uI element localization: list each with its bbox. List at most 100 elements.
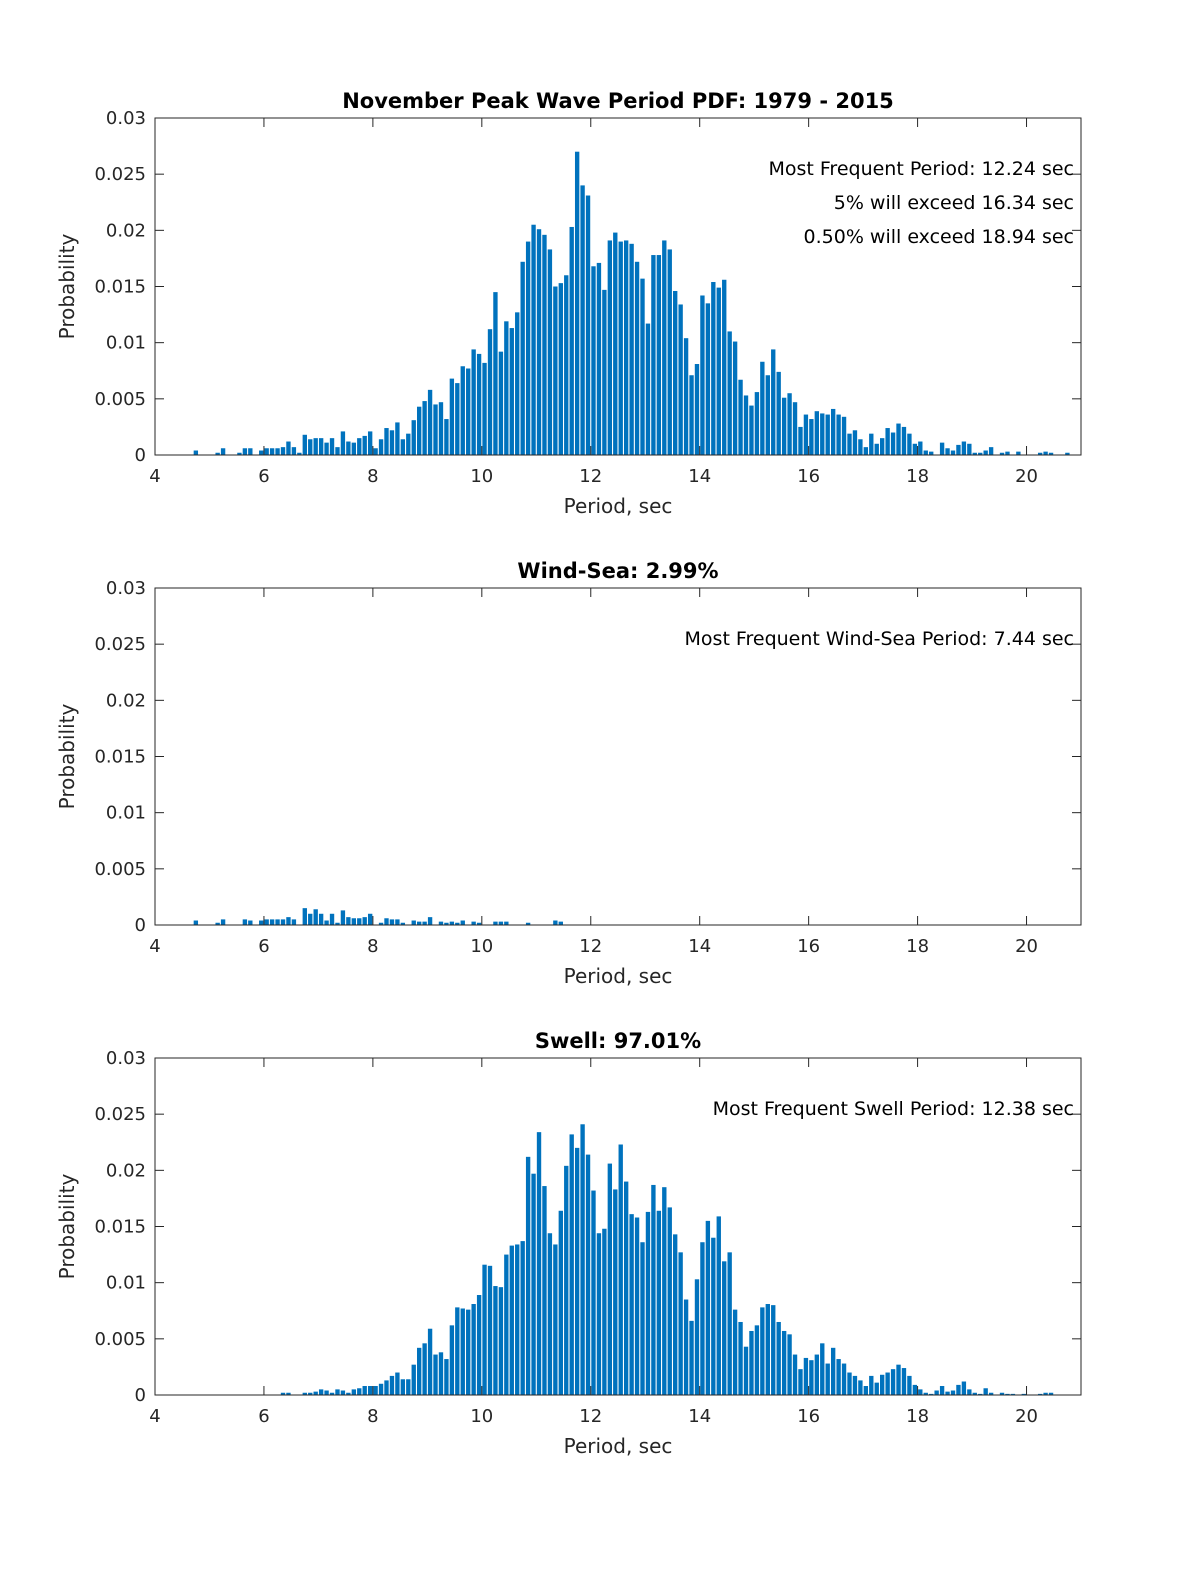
bar [302,434,307,455]
bar [694,1279,700,1395]
bar [286,1392,291,1395]
chart-panel-1: 4 6 8 10 12 14 16 18 20 0 0.005 0.01 0.015 0.02 0.025 0… [55,89,1082,518]
bar [242,919,248,925]
bar [487,329,493,455]
bar [656,255,662,455]
bar [280,919,286,925]
bar [923,1392,928,1395]
bar [318,913,324,925]
bar [640,278,645,455]
bar [890,432,896,455]
bar [422,921,427,925]
bar [318,438,324,455]
bar [297,452,302,455]
bar [466,368,471,455]
bar [1043,1392,1048,1395]
bar [302,908,307,925]
bar [923,450,928,455]
y-tick-label: 0.02 [106,1160,146,1181]
bar [455,922,460,925]
bar [814,1354,819,1395]
bar [1065,452,1070,455]
bar [803,1357,809,1395]
bar [869,433,874,455]
bar [618,241,623,455]
bar [907,1375,912,1395]
bar [700,1242,705,1395]
bar [896,423,901,455]
bar [711,1237,716,1395]
bar [389,919,395,925]
bar [553,1244,558,1395]
x-tick-label: 16 [797,466,820,487]
bar [950,1390,956,1395]
bar [722,279,727,455]
plot-area [155,588,1081,925]
bar [286,441,291,455]
bar [781,397,787,455]
x-tick-label: 8 [367,1406,378,1427]
bar [455,1307,460,1395]
bar [498,921,504,925]
bar [836,414,841,455]
x-tick-label: 20 [1015,466,1038,487]
x-tick-label: 20 [1015,1406,1038,1427]
bar [809,1360,814,1395]
bar [308,439,313,455]
bar [792,402,798,455]
x-axis-label: Period, sec [564,964,673,988]
bar [493,921,498,925]
bar [863,1386,869,1395]
bar [858,1380,863,1395]
bar [602,1228,607,1395]
bar [727,1252,732,1395]
bar [269,919,275,925]
bar [956,1384,961,1395]
bar [476,1295,482,1395]
bar [705,1220,711,1395]
bar [722,1261,727,1395]
bar [525,1156,531,1395]
bar [280,1392,286,1395]
bar [444,419,449,455]
bar [749,405,754,455]
bar [444,1359,449,1395]
chart-title: Wind-Sea: 2.99% [517,559,718,583]
bar [275,448,280,455]
bar [667,249,672,455]
bar [662,240,667,455]
bar [574,1147,580,1395]
bar [623,240,629,455]
bar [324,920,329,925]
bar [814,411,819,455]
bar [673,290,678,455]
bar [411,920,416,925]
bar [536,1132,542,1395]
bar [553,286,558,455]
annotation: Most Frequent Swell Period: 12.38 sec [713,1098,1074,1120]
bar [378,1383,384,1395]
bar [193,450,199,455]
bar [389,430,395,455]
y-tick-label: 0.02 [106,220,146,241]
bar [918,441,923,455]
bar [449,1325,455,1395]
bar [438,921,444,925]
bar [978,452,983,455]
y-axis-label: Probability [55,703,79,809]
bar [683,338,689,455]
bar [460,920,465,925]
x-tick-label: 6 [258,466,269,487]
bar [640,1242,645,1395]
y-tick-label: 0 [135,915,146,936]
bar [313,438,318,455]
bars [193,151,1070,455]
bar [585,195,591,455]
bar [411,1364,416,1395]
bar [422,401,427,455]
bar [406,1379,411,1395]
bar [727,331,732,455]
bar [918,1389,923,1395]
bar [760,1307,765,1395]
bar [498,351,504,455]
